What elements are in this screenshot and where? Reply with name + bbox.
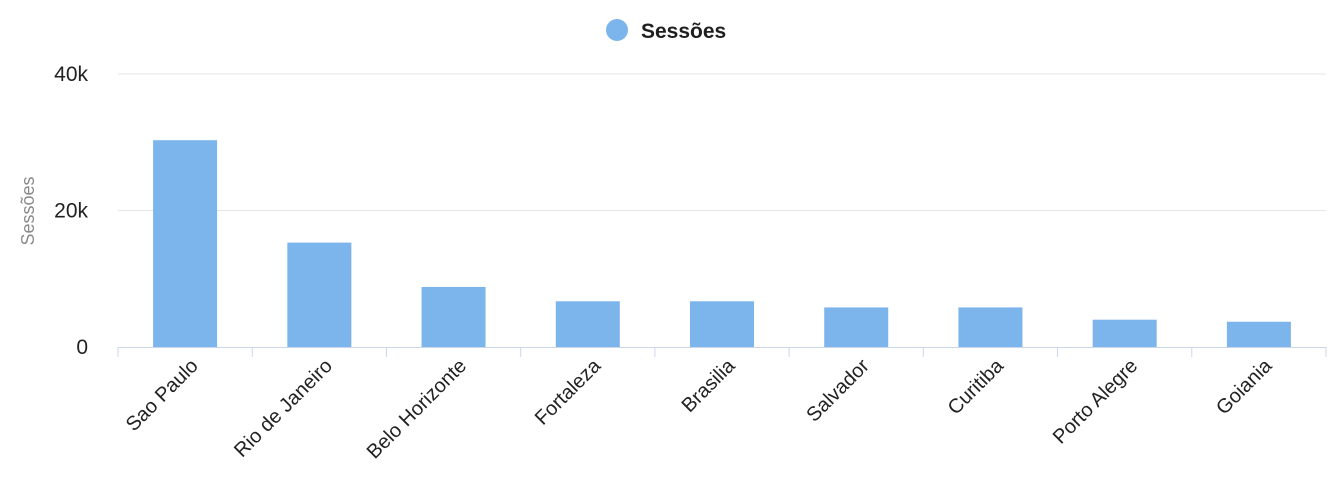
- x-tick-label: Fortaleza: [531, 354, 606, 429]
- x-axis-ticks: Sao Paulo Rio de Janeiro Belo Horizonte For…: [122, 354, 1277, 463]
- x-tick-label: Brasilia: [678, 354, 741, 417]
- y-tick-label: 0: [76, 336, 88, 359]
- y-tick-label: 40k: [54, 63, 88, 86]
- bar[interactable]: [555, 301, 620, 347]
- bar[interactable]: [1226, 321, 1291, 347]
- x-tick-label: Goiania: [1212, 354, 1277, 419]
- bar[interactable]: [421, 286, 486, 347]
- x-tick-label: Porto Alegre: [1049, 355, 1142, 448]
- x-tick-label: Sao Paulo: [122, 355, 203, 436]
- y-tick-label: 20k: [54, 200, 88, 223]
- bar[interactable]: [287, 242, 352, 347]
- bar[interactable]: [153, 140, 218, 347]
- x-tick-label: Curitiba: [944, 354, 1009, 419]
- bar[interactable]: [958, 307, 1023, 347]
- legend-marker-sessoes: [606, 19, 628, 41]
- y-axis-ticks: 0 20k 40k: [54, 63, 88, 359]
- legend-label-sessoes: Sessões: [641, 20, 726, 43]
- legend[interactable]: Sessões: [606, 19, 726, 43]
- x-tick-label: Salvador: [802, 355, 874, 427]
- x-tick-label: Rio de Janeiro: [230, 355, 337, 462]
- x-tick-label: Belo Horizonte: [363, 355, 471, 463]
- y-axis-label: Sessões: [18, 176, 38, 245]
- bar[interactable]: [690, 301, 754, 347]
- bar[interactable]: [824, 307, 889, 347]
- gridlines: [118, 73, 1326, 211]
- bars: [153, 140, 1291, 347]
- x-axis: [117, 347, 1327, 357]
- bar[interactable]: [1092, 319, 1157, 347]
